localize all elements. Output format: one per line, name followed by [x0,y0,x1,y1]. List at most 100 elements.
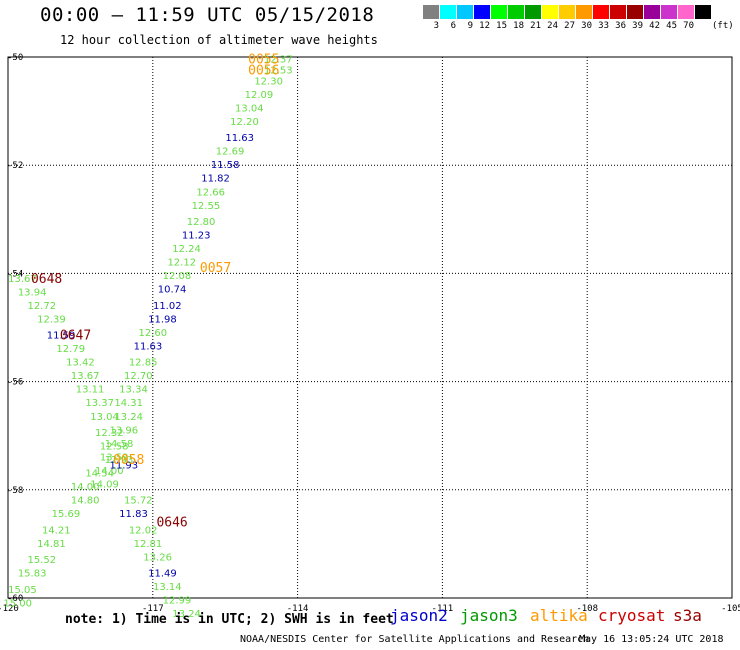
lon-tick-label: -105 [721,604,740,614]
scale-label: 30 [581,21,592,31]
wave-height-value: 11.58 [211,160,240,171]
wave-height-value: 12.24 [172,244,201,255]
scale-swatch [627,5,644,19]
wave-height-value: 12.12 [167,258,196,269]
wave-height-value: 13.67 [71,371,100,382]
wave-height-value: 12.81 [134,539,163,550]
wave-height-value: 11.63 [225,133,254,144]
wave-height-value: 11.93 [110,460,139,471]
scale-swatch [423,5,440,19]
wave-height-value: 12.08 [163,271,192,282]
wave-height-value: 12.37 [264,55,293,66]
track-time-label: 0058 [113,453,144,468]
wave-height-value: 11.23 [182,231,211,242]
wave-height-value: 11.49 [148,569,177,580]
wave-height-value: 12.70 [124,371,153,382]
scale-swatch [593,5,610,19]
scale-swatch [542,5,559,19]
credit-text: NOAA/NESDIS Center for Satellite Applica… [240,634,590,645]
wave-height-value: 13.04 [90,412,119,423]
wave-height-value: 12.30 [254,76,283,87]
wave-height-value: 12.20 [230,117,259,128]
scale-label: 6 [450,21,456,31]
scale-swatch [457,5,474,19]
scale-swatch [661,5,678,19]
wave-height-value: 11.82 [201,174,230,185]
track-time-label: 0056 [248,64,279,79]
wave-height-value: 12.32 [95,428,124,439]
wave-height-value: 12.02 [129,525,158,536]
generated-timestamp: May 16 13:05:24 UTC 2018 [579,634,724,645]
wave-height-value: 15.69 [52,509,81,520]
swh-color-scale-labels: 3 6 9 12 15 18 21 24 27 30 33 36 39 42 45 70 [423,21,695,31]
legend-jason2: jason2 [390,606,448,625]
wave-height-value: 12.72 [27,301,56,312]
wave-height-value: 14.80 [71,496,100,507]
wave-height-value: 12.99 [163,596,192,607]
scale-swatch [695,5,712,19]
wave-height-value: 11.59 [47,331,76,342]
wave-height-value: 14.21 [42,525,71,536]
wave-height-value: 11.63 [134,341,163,352]
scale-label: 36 [615,21,626,31]
lon-tick-label: -120 [0,604,19,614]
swh-unit-label: (ft) [712,21,734,31]
lat-tick-label: -54 [7,269,23,279]
scale-swatch [678,5,695,19]
wave-height-value: 13.94 [18,287,47,298]
wave-height-value: 15.83 [18,569,47,580]
wave-height-value: 13.34 [119,385,148,396]
track-time-label: 0648 [31,272,62,287]
wave-height-value: 12.80 [187,217,216,228]
swh-color-scale [423,5,712,19]
lon-tick-label: -111 [432,604,454,614]
wave-height-value: 14.09 [90,479,119,490]
wave-height-value: 13.11 [76,385,105,396]
legend-altika: altika [530,606,588,625]
wave-height-value: 12.85 [129,358,158,369]
track-time-label: 0647 [60,329,91,344]
wave-height-value: 13.04 [235,103,264,114]
lat-tick-label: -50 [7,53,23,63]
scale-label: 24 [547,21,558,31]
wave-height-value: 13.26 [143,552,172,563]
wave-height-value: 12.58 [100,442,129,453]
wave-height-value: 14.54 [85,469,114,480]
wave-height-value: 13.67 [8,274,37,285]
scale-swatch [474,5,491,19]
lat-tick-label: -60 [7,594,23,604]
scale-label: 21 [530,21,541,31]
wave-height-value: 13.24 [114,412,143,423]
lon-tick-label: -108 [576,604,598,614]
wave-height-value: 12.93 [105,455,134,466]
scale-label: 18 [513,21,524,31]
wave-height-value: 12.66 [196,187,225,198]
wave-height-value: 12.69 [216,147,245,158]
wave-height-value: 13.96 [110,425,139,436]
wave-height-value: 10.74 [158,285,187,296]
scale-swatch [576,5,593,19]
legend-cryosat: cryosat [598,606,666,625]
wave-height-value: 14.58 [105,439,134,450]
wave-height-value: 15.05 [8,585,37,596]
lat-tick-label: -56 [7,378,23,388]
legend-jason3: jason3 [460,606,518,625]
scale-swatch [525,5,542,19]
wave-height-value: 12.55 [192,201,221,212]
wave-height-value: 13.59 [100,452,129,463]
map-title: 00:00 – 11:59 UTC 05/15/2018 [40,4,375,26]
wave-height-value: 15.00 [3,598,32,609]
scale-swatch [508,5,525,19]
track-time-label: 0646 [156,515,187,530]
wave-height-value: 12.79 [56,344,85,355]
scale-label: 27 [564,21,575,31]
wave-height-value: 13.37 [85,398,114,409]
wave-height-value: 12.53 [264,66,293,77]
scale-label: 3 [433,21,439,31]
wave-height-value: 11.83 [119,509,148,520]
lon-tick-label: -114 [287,604,309,614]
scale-swatch [559,5,576,19]
scale-label: 39 [632,21,643,31]
lat-tick-label: -58 [7,486,23,496]
wave-height-value: 11.02 [153,301,182,312]
